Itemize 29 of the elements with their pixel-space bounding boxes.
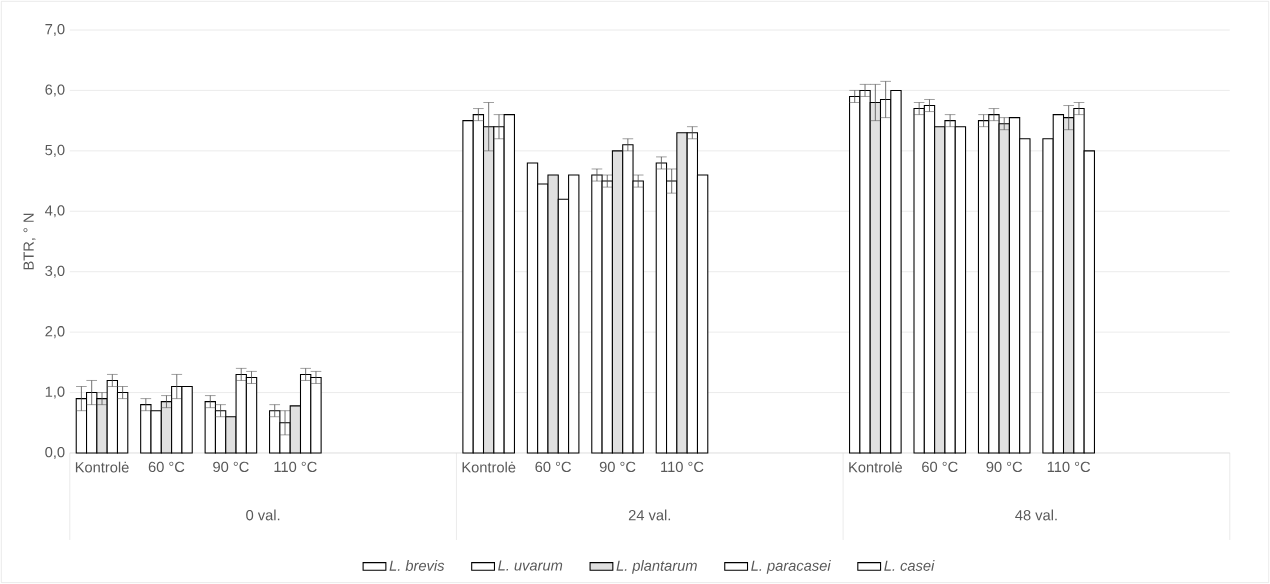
text: 0 val. bbox=[246, 509, 280, 521]
legend-label: L. brevis bbox=[389, 560, 445, 571]
y-axis-title: BTR, ° N bbox=[23, 213, 36, 270]
y-tick-label: 0,0 bbox=[45, 446, 65, 460]
x-tick-label: 110 °C bbox=[1047, 461, 1091, 473]
x-tick-label: 90 °C bbox=[986, 461, 1023, 473]
text: 24 val. bbox=[628, 509, 671, 521]
x-tick-label: 90 °C bbox=[599, 461, 636, 473]
y-tick-label: 1,0 bbox=[45, 386, 65, 399]
x-tick-label: 90 °C bbox=[213, 461, 249, 473]
legend-label: L. paracasei bbox=[751, 560, 831, 574]
y-tick-label: 2,0 bbox=[45, 326, 65, 339]
y-tick-label: 6,0 bbox=[45, 84, 65, 97]
legend-label: L. casei bbox=[884, 560, 935, 571]
y-tick-label: 4,0 bbox=[45, 205, 65, 218]
y-tick-label: 7,0 bbox=[45, 23, 65, 37]
text: 48 val. bbox=[1015, 509, 1057, 521]
x-tick-label: 60 °C bbox=[148, 461, 185, 473]
x-tick-label: Kontrolė bbox=[849, 461, 902, 473]
x-tick-label: 60 °C bbox=[535, 461, 571, 473]
legend-label: L. plantarum bbox=[616, 560, 697, 574]
y-tick-label: 3,0 bbox=[45, 265, 65, 278]
x-tick-label: 110 °C bbox=[661, 461, 704, 473]
x-tick-label: 110 °C bbox=[274, 461, 317, 473]
x-tick-label: Kontrolė bbox=[75, 461, 129, 473]
legend-label: L. uvarum bbox=[498, 560, 563, 571]
x-tick-label: Kontrolė bbox=[462, 461, 516, 473]
y-tick-label: 5,0 bbox=[45, 144, 65, 157]
x-tick-label: 60 °C bbox=[922, 461, 958, 473]
